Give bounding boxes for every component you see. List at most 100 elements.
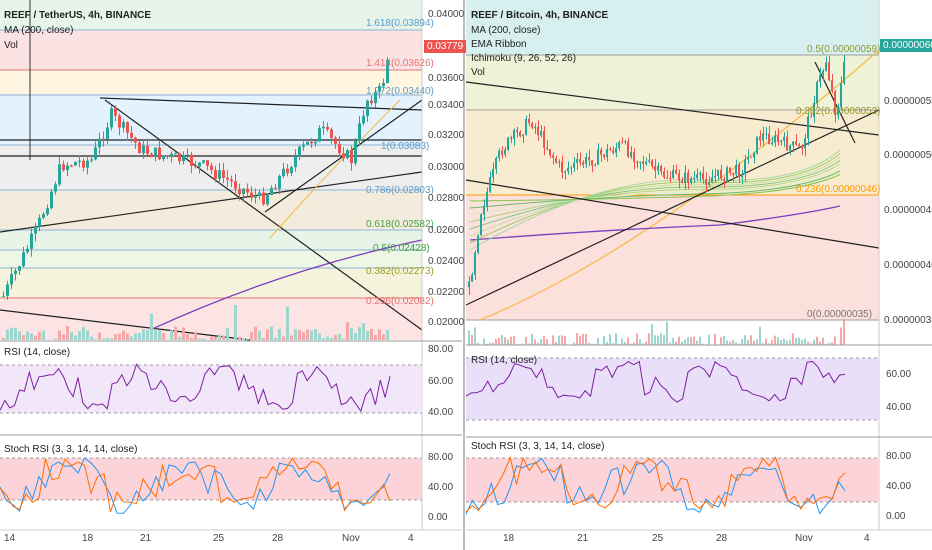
candle-body [801, 146, 803, 149]
left-ma-label[interactable]: MA (200, close) [4, 25, 74, 36]
volume-bar [501, 335, 503, 345]
right-vol-label[interactable]: Vol [471, 67, 485, 78]
volume-bar [218, 334, 221, 340]
candle-body [298, 146, 301, 157]
volume-bar [130, 336, 133, 340]
candle-body [603, 154, 605, 158]
right-rsi-label[interactable]: RSI (14, close) [471, 355, 538, 366]
volume-bar [795, 337, 797, 345]
candle-body [258, 192, 261, 196]
candle-body [840, 83, 842, 107]
candle-body [174, 153, 177, 155]
volume-bar [318, 333, 321, 340]
volume-bar [774, 335, 776, 345]
candle-body [290, 167, 293, 174]
candle-body [110, 108, 113, 128]
fib-zone [466, 0, 879, 55]
right-chart [465, 0, 932, 530]
fib-zone [466, 55, 879, 110]
candle-body [630, 152, 632, 157]
volume-bar [138, 333, 141, 340]
volume-bar [74, 335, 77, 340]
candle-body [504, 149, 506, 155]
candle-body [334, 137, 337, 144]
candle-body [597, 149, 599, 165]
candle-body [582, 162, 584, 165]
volume-bar [182, 327, 185, 340]
left-rsi-label[interactable]: RSI (14, close) [4, 347, 71, 358]
candle-body [294, 156, 297, 168]
rsi-tick: 40.00 [886, 402, 912, 413]
volume-bar [42, 330, 45, 340]
left-price-axis[interactable] [422, 0, 462, 530]
volume-bar [747, 339, 749, 345]
candle-body [780, 140, 782, 143]
candle-body [639, 161, 641, 163]
candle-body [480, 214, 482, 236]
candle-body [618, 142, 620, 149]
volume-bar [18, 331, 21, 340]
candle-body [654, 166, 656, 171]
volume-bar [759, 326, 761, 345]
volume-bar [98, 332, 101, 340]
candle-body [528, 118, 530, 124]
right-ichimoku-label[interactable]: Ichimoku (9, 26, 52, 26) [471, 53, 577, 64]
candle-body [507, 137, 509, 150]
price-tick: 0.03400 [428, 100, 465, 111]
volume-bar [226, 327, 229, 340]
volume-bar [789, 340, 791, 345]
price-tick: 0.00000045 [884, 205, 932, 216]
volume-bar [720, 337, 722, 345]
ema-ribbon-line [469, 149, 841, 251]
candle-body [624, 141, 626, 143]
candle-body [70, 165, 73, 167]
fib-label: 0(0.00000035) [807, 309, 873, 320]
candle-body [178, 153, 181, 162]
volume-bar [627, 337, 629, 345]
volume-bar [274, 337, 277, 340]
candle-body [501, 150, 503, 155]
right-ema-label[interactable]: EMA Ribbon [471, 39, 527, 50]
candle-body [531, 123, 533, 128]
candle-body [122, 122, 125, 128]
volume-bar [750, 335, 752, 345]
candle-body [382, 82, 385, 87]
right-ma-label[interactable]: MA (200, close) [471, 25, 541, 36]
volume-bar [618, 343, 620, 345]
candle-body [510, 137, 512, 139]
left-vol-label[interactable]: Vol [4, 40, 18, 51]
stoch-tick: 40.00 [428, 482, 454, 493]
right-stoch-label[interactable]: Stoch RSI (3, 3, 14, 14, close) [471, 441, 605, 452]
candle-body [130, 132, 133, 138]
volume-bar [150, 313, 153, 340]
stoch-tick: 0.00 [428, 512, 448, 523]
time-tick: 18 [503, 533, 515, 544]
candle-body [154, 147, 157, 158]
volume-bar [118, 333, 121, 340]
rsi-tick: 40.00 [428, 407, 454, 418]
right-price-axis[interactable] [879, 0, 932, 530]
volume-bar [82, 326, 85, 340]
volume-bar [702, 343, 704, 345]
candle-body [14, 270, 17, 275]
ema-ribbon-line [469, 156, 841, 237]
candle-body [651, 160, 653, 167]
volume-bar [234, 305, 237, 340]
candle-body [525, 118, 527, 135]
left-stoch-label[interactable]: Stoch RSI (3, 3, 14, 14, close) [4, 444, 138, 455]
time-tick: 21 [577, 533, 589, 544]
rsi-line [0, 363, 391, 413]
volume-bar [142, 329, 145, 340]
volume-bar [126, 333, 129, 340]
candle-body [483, 205, 485, 215]
candle-body [834, 91, 836, 116]
candle-body [138, 142, 141, 154]
candle-body [804, 138, 806, 149]
candle-body [354, 140, 357, 164]
candle-body [831, 80, 833, 92]
volume-bar [654, 335, 656, 345]
volume-bar [723, 335, 725, 345]
right-current-price-tag: 0.00000060 [880, 39, 932, 52]
price-tick: 0.02800 [428, 193, 465, 204]
